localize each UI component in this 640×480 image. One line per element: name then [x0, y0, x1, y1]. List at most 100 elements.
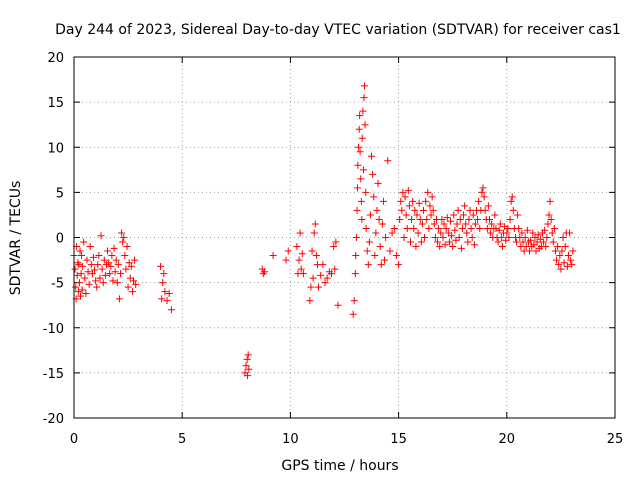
data-point: [352, 252, 360, 260]
data-point: [408, 215, 416, 223]
data-point: [86, 243, 94, 251]
data-point: [553, 256, 561, 264]
data-point: [293, 243, 301, 251]
data-point: [376, 243, 384, 251]
data-point: [547, 215, 555, 223]
plot-frame: [73, 56, 616, 419]
data-point: [81, 274, 89, 282]
data-point: [399, 188, 407, 196]
data-point: [430, 220, 438, 228]
data-point: [488, 220, 496, 228]
data-point: [120, 234, 128, 241]
data-point: [97, 232, 105, 240]
data-point: [284, 247, 292, 255]
data-point: [108, 252, 116, 260]
data-point: [75, 279, 83, 287]
x-tick-label: 15: [390, 432, 407, 447]
data-point: [523, 226, 531, 234]
data-point: [447, 217, 455, 225]
y-tick-label: 20: [47, 51, 64, 66]
data-point: [400, 234, 408, 241]
data-point: [443, 214, 451, 222]
data-point: [496, 220, 504, 228]
data-point: [315, 283, 323, 291]
data-point: [114, 261, 122, 269]
data-point: [358, 134, 366, 142]
data-point: [549, 238, 557, 246]
data-point: [370, 193, 378, 201]
data-point: [75, 261, 83, 269]
data-point: [351, 270, 359, 278]
data-point: [360, 166, 368, 174]
data-point: [352, 234, 360, 241]
data-point: [501, 223, 509, 231]
data-point: [165, 289, 173, 297]
data-point: [405, 202, 413, 210]
data-point: [78, 252, 86, 260]
data-point: [545, 211, 553, 219]
data-point: [127, 262, 135, 270]
x-tick-label: 20: [499, 432, 516, 447]
data-point: [94, 261, 102, 269]
data-point: [494, 238, 502, 246]
data-point: [451, 226, 459, 234]
data-point: [484, 202, 492, 210]
data-point: [544, 220, 552, 228]
data-point: [461, 202, 469, 210]
data-point: [395, 261, 403, 269]
data-point: [503, 229, 511, 237]
data-point: [330, 243, 338, 251]
data-point: [527, 236, 535, 244]
data-point: [498, 243, 506, 251]
data-point: [550, 224, 558, 232]
data-point: [421, 234, 429, 241]
data-point: [377, 261, 385, 269]
data-point: [371, 252, 379, 260]
data-point: [122, 265, 130, 273]
data-point: [109, 277, 117, 285]
data-point: [422, 197, 430, 205]
data-point: [462, 220, 470, 228]
data-point: [132, 280, 140, 288]
data-point: [110, 244, 118, 252]
data-point: [118, 229, 126, 237]
data-point: [428, 193, 436, 201]
data-point: [356, 112, 364, 120]
data-point: [529, 229, 537, 237]
data-point: [450, 211, 458, 219]
data-point: [323, 274, 331, 282]
data-point: [390, 224, 398, 232]
data-point: [113, 279, 121, 287]
data-point: [104, 247, 112, 255]
data-point: [101, 271, 109, 279]
data-point: [334, 301, 342, 309]
data-point: [561, 243, 569, 251]
data-point: [163, 297, 171, 305]
data-point: [464, 238, 472, 246]
data-point: [434, 238, 442, 246]
data-point: [157, 262, 165, 270]
data-point: [332, 238, 340, 246]
data-point: [368, 152, 376, 160]
data-point: [542, 243, 550, 251]
data-point: [480, 193, 488, 201]
x-tick-label: 5: [178, 432, 186, 447]
data-point: [515, 224, 523, 232]
data-point: [112, 256, 120, 264]
data-point: [374, 179, 382, 187]
data-point: [260, 268, 268, 276]
data-point: [130, 277, 138, 285]
data-point: [412, 243, 420, 251]
y-tick-label: 0: [56, 232, 64, 247]
data-point: [312, 252, 320, 260]
data-point: [506, 215, 514, 223]
data-point: [299, 270, 307, 278]
data-point: [309, 274, 317, 282]
data-point: [567, 256, 575, 264]
data-point: [470, 241, 478, 249]
data-point: [478, 188, 486, 196]
data-point: [468, 234, 476, 241]
data-point: [540, 238, 548, 246]
data-point: [474, 215, 482, 223]
